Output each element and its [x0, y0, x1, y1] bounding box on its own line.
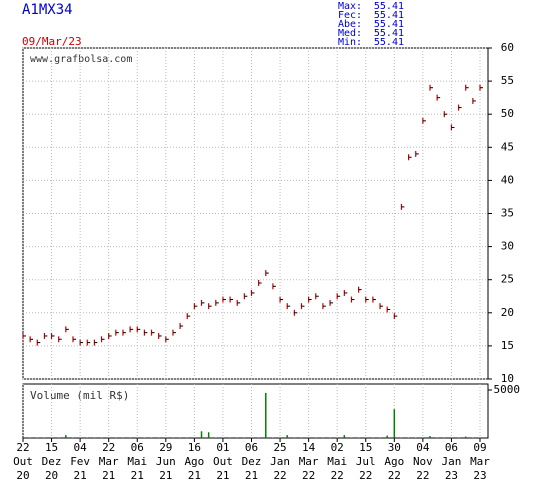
y-tick-label: 35	[501, 207, 514, 220]
x-tick-label: 15	[45, 441, 58, 454]
x-tick-label: Nov	[413, 455, 433, 468]
y-tick-label: 15	[501, 339, 514, 352]
watermark: www.grafbolsa.com	[30, 54, 132, 65]
x-tick-label: Mar	[299, 455, 319, 468]
x-tick-label: 30	[388, 441, 401, 454]
x-tick-label: Mar	[470, 455, 490, 468]
x-tick-label: 21	[245, 469, 258, 482]
x-tick-label: 22	[102, 441, 115, 454]
chart-title: A1MX34	[22, 2, 73, 18]
volume-tick-label: 5000	[494, 383, 521, 396]
x-tick-label: 16	[188, 441, 201, 454]
x-tick-label: 20	[45, 469, 58, 482]
x-tick-label: Mar	[99, 455, 119, 468]
x-tick-label: 04	[74, 441, 88, 454]
stat-label: Abe:	[338, 19, 362, 30]
stat-value: 55.41	[374, 10, 404, 21]
y-tick-label: 60	[501, 41, 514, 54]
x-tick-label: 22	[16, 441, 29, 454]
stat-value: 55.41	[374, 28, 404, 39]
x-tick-label: 22	[331, 469, 344, 482]
x-tick-label: Mai	[327, 455, 347, 468]
x-tick-label: 06	[445, 441, 458, 454]
y-tick-label: 45	[501, 140, 514, 153]
x-tick-label: 29	[159, 441, 172, 454]
x-tick-label: 25	[273, 441, 286, 454]
x-tick-label: 23	[445, 469, 458, 482]
date: 09/Mar/23	[22, 35, 82, 48]
x-tick-label: 04	[416, 441, 430, 454]
y-tick-label: 10	[501, 372, 514, 385]
stat-value: 55.41	[374, 19, 404, 30]
x-tick-label: 20	[16, 469, 29, 482]
x-tick-label: Ago	[384, 455, 404, 468]
x-tick-label: Ago	[184, 455, 204, 468]
x-tick-label: Jan	[270, 455, 290, 468]
stat-label: Med:	[338, 28, 362, 39]
x-tick-label: Jul	[356, 455, 376, 468]
x-tick-label: Mai	[127, 455, 147, 468]
y-tick-label: 55	[501, 74, 514, 87]
volume-label: Volume (mil R$)	[30, 389, 129, 402]
stat-label: Fec:	[338, 10, 362, 21]
x-tick-label: 06	[245, 441, 258, 454]
x-tick-label: 09	[473, 441, 486, 454]
x-tick-label: 15	[359, 441, 372, 454]
x-tick-label: 21	[102, 469, 115, 482]
x-tick-label: 23	[473, 469, 486, 482]
y-tick-label: 40	[501, 173, 514, 186]
x-tick-label: 22	[302, 469, 315, 482]
x-tick-label: 21	[159, 469, 172, 482]
x-tick-label: 22	[416, 469, 429, 482]
x-tick-label: 14	[302, 441, 316, 454]
x-tick-label: Fev	[70, 455, 90, 468]
x-tick-label: 22	[388, 469, 401, 482]
stat-value: 55.41	[374, 1, 404, 12]
x-tick-label: Out	[13, 455, 33, 468]
x-tick-label: Jun	[156, 455, 176, 468]
x-tick-label: Out	[213, 455, 233, 468]
stat-value: 55.41	[374, 37, 404, 48]
x-tick-label: 21	[74, 469, 87, 482]
x-tick-label: Jan	[442, 455, 462, 468]
stat-label: Min:	[338, 37, 362, 48]
x-tick-label: 21	[131, 469, 144, 482]
x-tick-label: 02	[331, 441, 344, 454]
y-tick-label: 20	[501, 306, 514, 319]
stat-label: Max:	[338, 1, 362, 12]
x-tick-label: 21	[188, 469, 201, 482]
y-tick-label: 25	[501, 273, 514, 286]
x-tick-label: 22	[359, 469, 372, 482]
y-tick-label: 50	[501, 107, 514, 120]
x-tick-label: 21	[216, 469, 229, 482]
y-tick-label: 30	[501, 240, 514, 253]
x-tick-label: Dez	[42, 455, 62, 468]
x-tick-label: 06	[131, 441, 144, 454]
x-tick-label: Dez	[242, 455, 262, 468]
x-tick-label: 01	[216, 441, 229, 454]
x-tick-label: 22	[273, 469, 286, 482]
